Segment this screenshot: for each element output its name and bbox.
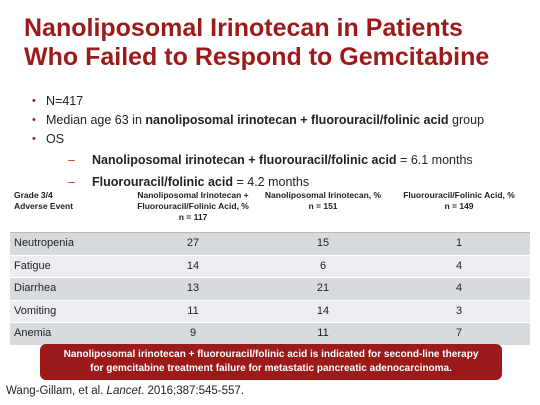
title-line-1: Nanoliposomal Irinotecan in Patients	[24, 14, 463, 42]
adverse-events-table: Grade 3/4 Adverse Event Nanoliposomal Ir…	[10, 190, 530, 346]
table-header: Grade 3/4 Adverse Event Nanoliposomal Ir…	[10, 190, 530, 233]
citation-journal: Lancet	[106, 385, 142, 397]
bullet-os: • OS	[32, 130, 532, 149]
table-cell-event: Fatigue	[14, 259, 51, 272]
citation-details: . 2016;387:545-557.	[141, 385, 245, 397]
bullet-text-suffix: group	[448, 113, 485, 127]
sub-marker: –	[68, 153, 75, 167]
sub-bullet-value: = 4.2 months	[233, 175, 310, 189]
table-cell-value: 14	[186, 259, 200, 272]
header-adverse-event: Grade 3/4 Adverse Event	[10, 190, 128, 232]
bullet-marker: •	[32, 133, 36, 145]
table-cell-event: Diarrhea	[14, 282, 57, 295]
table-cell-value: 15	[316, 237, 330, 249]
table-cell-event: Anemia	[14, 327, 52, 340]
banner-line-2: for gemcitabine treatment failure for me…	[90, 363, 452, 374]
banner-line-1: Nanoliposomal irinotecan + fluorouracil/…	[63, 349, 479, 360]
header-line: Grade 3/4	[14, 190, 53, 200]
citation: Wang-Gillam, et al. Lancet. 2016;387:545…	[6, 385, 244, 397]
bullet-text: N=417	[46, 94, 84, 108]
header-line: Fluorouracil/Folinic Acid, %	[403, 190, 515, 200]
indication-banner: Nanoliposomal irinotecan + fluorouracil/…	[40, 344, 502, 380]
bullet-text: OS	[46, 132, 65, 146]
sub-marker: –	[68, 175, 75, 189]
title-line-2: Who Failed to Respond to Gemcitabine	[24, 43, 490, 71]
header-line: Nanoliposomal Irinotecan, %	[264, 190, 382, 200]
bullet-marker: •	[32, 114, 36, 126]
bullet-n: • N=417	[32, 92, 532, 111]
table-cell-value: 7	[455, 327, 463, 340]
table-cell-value: 9	[189, 327, 197, 340]
table-cell-value: 4	[455, 259, 463, 272]
sub-bullet-bold: Nanoliposomal irinotecan + fluorouracil/…	[92, 153, 397, 167]
header-line: Nanoliposomal Irinotecan +	[137, 190, 249, 200]
bullet-bold-text: nanoliposomal irinotecan + fluorouracil/…	[145, 113, 449, 127]
sub-bullet-5fu: – Fluorouracil/folinic acid = 4.2 months	[32, 171, 532, 193]
header-line: n = 117	[178, 212, 208, 222]
header-5fu: Fluorouracil/Folinic Acid, % n = 149	[388, 190, 530, 232]
table-cell-value: 11	[187, 304, 199, 317]
header-line: n = 151	[308, 201, 338, 211]
table-cell-event: Neutropenia	[14, 237, 74, 249]
sub-bullet-value: = 6.1 months	[396, 153, 473, 167]
table-row: Vomiting 11 14 3	[10, 300, 530, 324]
table-cell-value: 4	[455, 282, 463, 295]
bullet-text: Median age 63 in	[46, 113, 146, 127]
bullet-marker: •	[32, 95, 36, 107]
header-line: n = 149	[444, 201, 474, 211]
header-combo: Nanoliposomal Irinotecan + Fluorouracil/…	[128, 190, 258, 232]
table-cell-value: 1	[455, 237, 463, 249]
header-line: Adverse Event	[14, 201, 74, 211]
table-cell-value: 14	[316, 304, 330, 317]
table-row: Fatigue 14 6 4	[10, 255, 530, 279]
header-nal-iri: Nanoliposomal Irinotecan, % n = 151	[258, 190, 388, 232]
table-cell-value: 13	[186, 282, 200, 295]
header-line: Fluorouracil/Folinic Acid, %	[137, 201, 249, 211]
table-row: Neutropenia 27 15 1	[10, 233, 530, 256]
slide-title: Nanoliposomal Irinotecan in Patients Who…	[24, 14, 524, 72]
table-body: Neutropenia 27 15 1 Fatigue 14 6 4 Diarrhea 13 21 4…	[10, 233, 530, 346]
table-cell-value: 21	[316, 282, 330, 295]
table-cell-value: 11	[317, 327, 329, 340]
table-row: Anemia 9 11 7	[10, 323, 530, 346]
sub-bullet-combo: – Nanoliposomal irinotecan + fluorouraci…	[32, 149, 532, 171]
table-cell-event: Vomiting	[14, 304, 57, 317]
citation-authors: Wang-Gillam, et al.	[6, 385, 107, 397]
table-cell-value: 27	[186, 237, 200, 249]
bullet-median-age: • Median age 63 in nanoliposomal irinote…	[32, 111, 532, 130]
sub-bullet-bold: Fluorouracil/folinic acid	[92, 175, 233, 189]
table-row: Diarrhea 13 21 4	[10, 278, 530, 301]
bullet-list: • N=417 • Median age 63 in nanoliposomal…	[32, 92, 532, 193]
table-cell-value: 3	[455, 304, 463, 317]
table-cell-value: 6	[319, 259, 327, 272]
